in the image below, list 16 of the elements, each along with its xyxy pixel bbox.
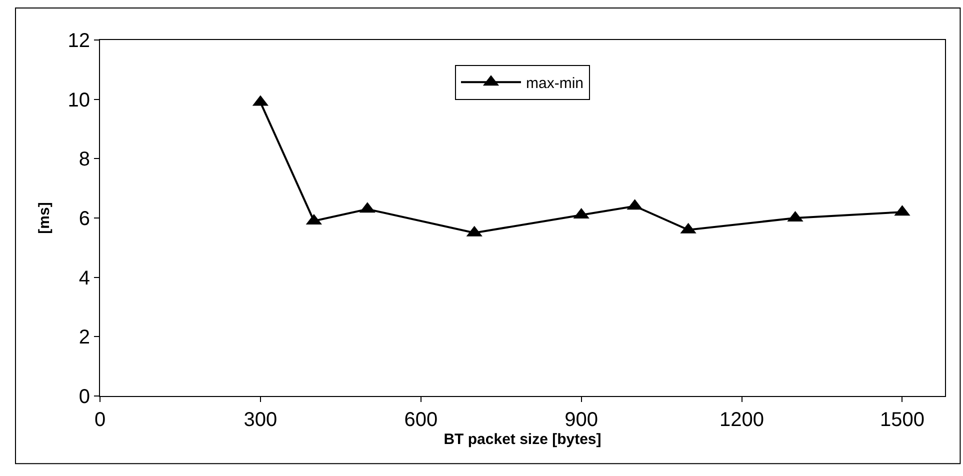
y-tick-label: 0: [78, 386, 90, 408]
x-tick-label: 600: [404, 409, 438, 431]
x-tick-label: 300: [244, 409, 278, 431]
x-tick-label: 1200: [720, 409, 764, 431]
x-tick-label: 1500: [880, 409, 924, 431]
x-axis-title: BT packet size [bytes]: [444, 431, 602, 448]
y-axis-title: [ms]: [36, 202, 53, 234]
y-tick-label: 12: [68, 30, 90, 52]
y-tick-label: 4: [78, 267, 90, 290]
x-tick-label: 0: [94, 409, 106, 431]
y-tick-label: 6: [78, 208, 90, 230]
y-tick-label: 2: [78, 326, 90, 349]
y-tick-label: 10: [68, 89, 90, 112]
legend-label: max-min: [526, 75, 584, 92]
x-tick-label: 900: [564, 409, 598, 431]
y-tick-label: 8: [78, 148, 90, 171]
